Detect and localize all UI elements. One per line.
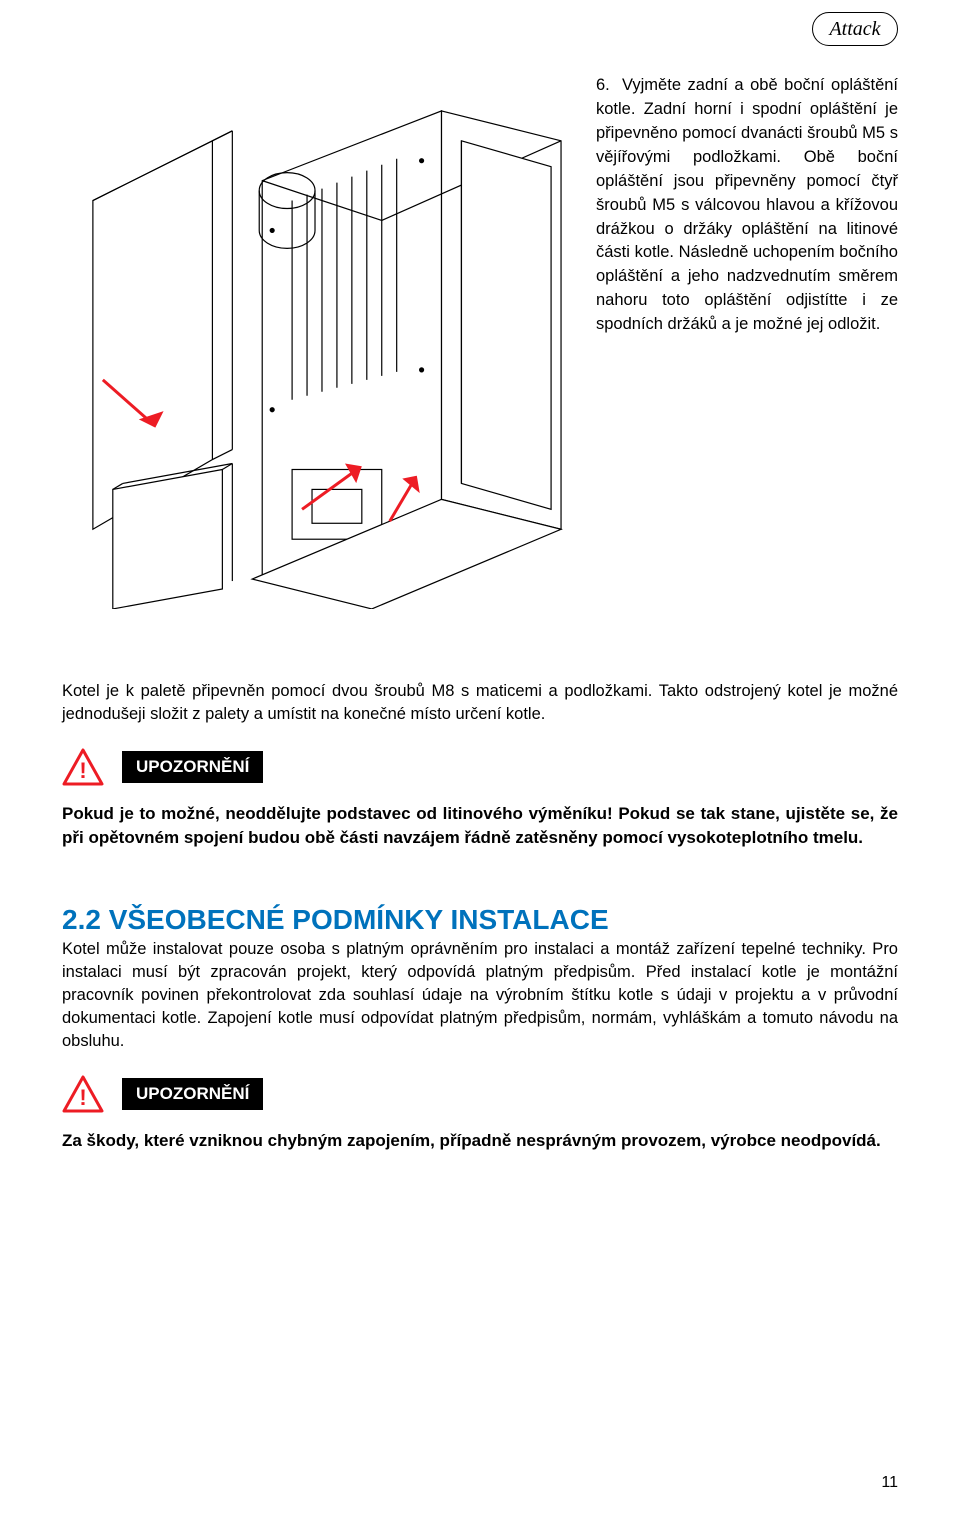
warning-triangle-icon: ! — [62, 748, 104, 786]
svg-text:!: ! — [79, 1085, 86, 1110]
step-6-body: Vyjměte zadní a obě boční opláštění kotl… — [596, 76, 898, 333]
step-number: 6. — [596, 74, 622, 98]
boiler-exploded-figure — [62, 70, 572, 610]
section-2-2-heading: 2.2 VŠEOBECNÉ PODMÍNKY INSTALACE — [62, 904, 898, 936]
warning-triangle-icon: ! — [62, 1075, 104, 1113]
warning-1-text: Pokud je to možné, neoddělujte podstavec… — [62, 802, 898, 850]
palette-paragraph: Kotel je k paletě připevněn pomocí dvou … — [62, 680, 898, 726]
page-number: 11 — [881, 1474, 898, 1492]
warning-2-row: ! UPOZORNĚNÍ — [62, 1075, 898, 1113]
warning-label: UPOZORNĚNÍ — [122, 1078, 263, 1110]
brand-logo: Attack — [778, 12, 898, 46]
section-2-2-text: Kotel může instalovat pouze osoba s plat… — [62, 938, 898, 1053]
step-6-row: 6.Vyjměte zadní a obě boční opláštění ko… — [62, 70, 898, 610]
warning-1-row: ! UPOZORNĚNÍ — [62, 748, 898, 786]
warning-2-text: Za škody, které vzniknou chybným zapojen… — [62, 1129, 898, 1153]
warning-label: UPOZORNĚNÍ — [122, 751, 263, 783]
svg-text:!: ! — [79, 758, 86, 783]
brand-logo-text: Attack — [812, 12, 898, 46]
step-6-text: 6.Vyjměte zadní a obě boční opláštění ko… — [596, 70, 898, 610]
boiler-line-drawing-icon — [63, 71, 571, 609]
